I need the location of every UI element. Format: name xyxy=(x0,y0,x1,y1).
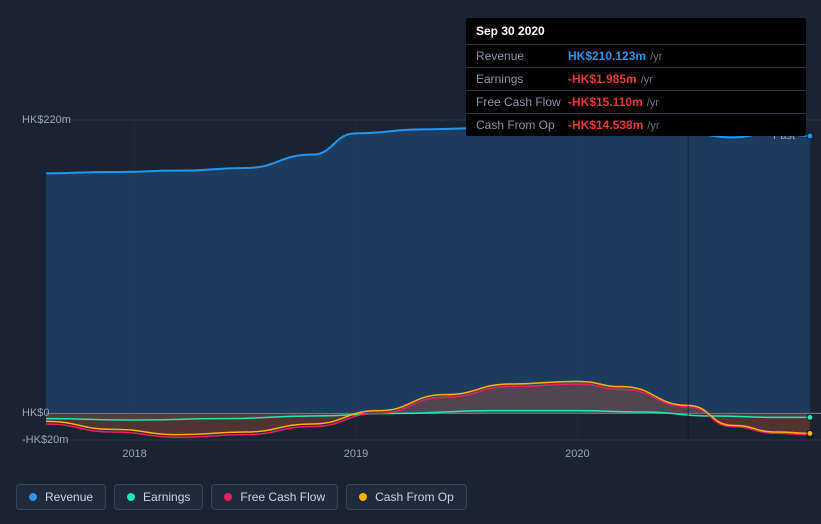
legend-item[interactable]: Free Cash Flow xyxy=(211,484,338,510)
tooltip-metric-value: -HK$1.985m xyxy=(568,72,637,86)
series-end-marker xyxy=(807,414,813,420)
legend-dot-icon xyxy=(224,493,232,501)
x-axis-label: 2018 xyxy=(122,448,146,460)
y-axis-label: HK$220m xyxy=(22,114,71,126)
tooltip-row: RevenueHK$210.123m/yr xyxy=(466,44,806,67)
legend-dot-icon xyxy=(29,493,37,501)
x-axis-label: 2019 xyxy=(344,448,368,460)
tooltip-date: Sep 30 2020 xyxy=(466,18,806,44)
chart-plot-area[interactable] xyxy=(46,120,821,460)
tooltip-row: Free Cash Flow-HK$15.110m/yr xyxy=(466,90,806,113)
legend-label: Earnings xyxy=(143,490,190,504)
tooltip-metric-unit: /yr xyxy=(647,120,659,132)
tooltip-metric-value: -HK$15.110m xyxy=(568,95,643,109)
chart-legend: Revenue Earnings Free Cash Flow Cash From O… xyxy=(16,484,467,510)
tooltip-metric-value: -HK$14.538m xyxy=(568,118,643,132)
chart-tooltip: Sep 30 2020 RevenueHK$210.123m/yrEarning… xyxy=(466,18,806,136)
tooltip-metric-label: Revenue xyxy=(476,49,568,63)
tooltip-metric-unit: /yr xyxy=(647,97,659,109)
tooltip-metric-label: Free Cash Flow xyxy=(476,95,568,109)
tooltip-row: Earnings-HK$1.985m/yr xyxy=(466,67,806,90)
tooltip-metric-unit: /yr xyxy=(641,74,653,86)
legend-dot-icon xyxy=(127,493,135,501)
legend-label: Revenue xyxy=(45,490,93,504)
tooltip-metric-label: Cash From Op xyxy=(476,118,568,132)
x-axis-label: 2020 xyxy=(565,448,589,460)
tooltip-metric-value: HK$210.123m xyxy=(568,49,646,63)
series-fill xyxy=(46,125,810,413)
series-end-marker xyxy=(807,430,813,436)
legend-item[interactable]: Cash From Op xyxy=(346,484,467,510)
legend-label: Free Cash Flow xyxy=(240,490,325,504)
tooltip-metric-label: Earnings xyxy=(476,72,568,86)
legend-item[interactable]: Revenue xyxy=(16,484,106,510)
legend-dot-icon xyxy=(359,493,367,501)
y-axis-label: -HK$20m xyxy=(22,434,68,446)
series-end-marker xyxy=(807,133,813,139)
tooltip-metric-unit: /yr xyxy=(650,51,662,63)
y-axis-label: HK$0 xyxy=(22,407,50,419)
tooltip-row: Cash From Op-HK$14.538m/yr xyxy=(466,113,806,136)
legend-item[interactable]: Earnings xyxy=(114,484,203,510)
financials-chart: HK$220mHK$0-HK$20m 201820192020 Past xyxy=(16,120,821,460)
legend-label: Cash From Op xyxy=(375,490,454,504)
